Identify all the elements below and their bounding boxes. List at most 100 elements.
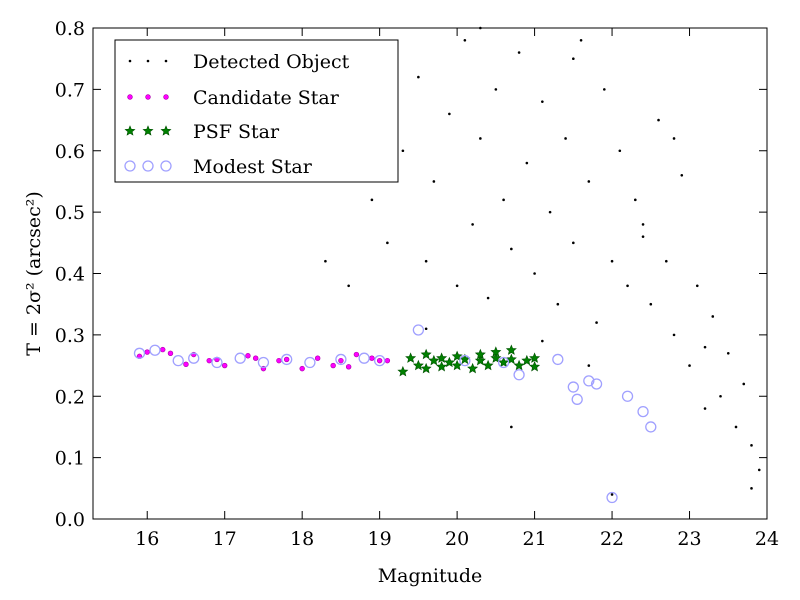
legend-label: Detected Object: [193, 51, 350, 73]
psf-star-point: [529, 352, 541, 363]
detected-object-point: [750, 444, 753, 447]
legend-label: Modest Star: [193, 156, 313, 178]
candidate-star-point: [369, 355, 375, 361]
detected-object-point: [370, 198, 374, 202]
detected-object-point: [533, 272, 536, 275]
psf-star-point: [521, 354, 533, 366]
x-tick-label: 17: [213, 528, 237, 550]
modest-star-point: [133, 347, 146, 359]
detected-object-point: [347, 284, 350, 288]
psf-star-point: [474, 348, 486, 360]
detected-object-point: [510, 247, 513, 251]
modest-star-point: [172, 355, 184, 367]
detected-object-point: [486, 296, 490, 300]
detected-object-point: [618, 149, 622, 153]
modest-star-point: [497, 356, 510, 369]
detected-object-point: [680, 174, 684, 177]
legend-marker: [128, 59, 132, 63]
modest-star-point: [459, 355, 471, 367]
candidate-star-point: [252, 355, 259, 361]
psf-star-point: [405, 352, 417, 363]
y-tick-label: 0.1: [55, 448, 85, 470]
detected-object-point: [587, 180, 591, 183]
psf-star-points: [397, 344, 541, 377]
detected-object-point: [672, 333, 676, 337]
x-axis-ticks: 16 17 18 19 20 21 22 23 24: [135, 28, 779, 550]
y-tick-label: 0.4: [55, 264, 85, 286]
x-tick-label: 23: [677, 528, 701, 550]
modest-star-point: [234, 352, 246, 364]
detected-object-point: [455, 284, 459, 288]
modest-star-point: [373, 355, 386, 367]
detected-object-point: [610, 493, 614, 496]
candidate-star-point: [345, 364, 352, 370]
legend-marker: [160, 160, 172, 172]
legend-marker: [142, 160, 154, 172]
detected-object-point: [324, 259, 327, 263]
detected-object-point: [641, 235, 645, 238]
y-tick-label: 0.7: [55, 79, 85, 101]
modest-star-point: [567, 381, 579, 393]
detected-object-points: [324, 26, 761, 496]
detected-object-point: [548, 210, 552, 214]
legend-item-detected-object: Detected Object: [128, 51, 350, 73]
modest-star-point: [188, 352, 200, 364]
legend-marker: [124, 160, 136, 172]
modest-star-point: [621, 390, 634, 402]
detected-object-point: [726, 351, 730, 355]
psf-star-point: [482, 359, 494, 371]
modest-star-point: [571, 393, 583, 405]
detected-object-point: [541, 100, 544, 103]
detected-object-point: [471, 223, 474, 226]
detected-object-point: [424, 327, 428, 331]
detected-object-point: [742, 382, 746, 386]
candidate-star-point: [222, 362, 228, 369]
detected-object-point: [448, 112, 451, 116]
modest-star-point: [590, 378, 603, 390]
psf-star-point: [443, 356, 455, 368]
candidate-star-point: [338, 357, 344, 364]
modest-star-point: [281, 353, 293, 366]
candidate-star-point: [330, 362, 336, 369]
x-tick-label: 19: [368, 528, 392, 550]
detected-object-point: [641, 223, 645, 226]
detected-object-point: [494, 88, 498, 91]
detected-object-point: [695, 284, 699, 288]
modest-star-point: [513, 369, 525, 381]
candidate-star-points: [136, 346, 391, 372]
legend-box: [114, 39, 399, 183]
legend-marker: [127, 94, 133, 100]
detected-object-point: [525, 161, 529, 165]
legend-marker: [163, 94, 169, 100]
modest-star-point: [257, 356, 270, 369]
detected-object-point: [572, 57, 575, 60]
candidate-star-point: [144, 349, 150, 355]
x-axis-label: Magnitude: [378, 565, 483, 587]
x-tick-label: 20: [445, 528, 469, 550]
modest-star-point: [412, 324, 425, 336]
y-tick-label: 0.8: [55, 18, 85, 40]
psf-star-point: [529, 361, 541, 372]
detected-object-point: [401, 149, 405, 153]
psf-star-point: [467, 362, 479, 374]
candidate-star-point: [206, 357, 212, 364]
legend: Detected Object Candidate Star PSF Star Mod…: [114, 39, 399, 183]
legend-marker: [142, 125, 154, 136]
candidate-star-point: [245, 353, 251, 359]
candidate-star-point: [314, 355, 321, 361]
candidate-star-point: [167, 350, 174, 356]
legend-label: Candidate Star: [193, 87, 340, 109]
detected-object-point: [502, 198, 505, 202]
detected-object-point: [626, 284, 629, 288]
psf-star-point: [420, 362, 432, 374]
candidate-star-point: [160, 346, 166, 353]
detected-object-point: [417, 75, 420, 79]
detected-object-point: [664, 259, 668, 263]
psf-star-point: [451, 350, 463, 362]
x-tick-label: 16: [135, 528, 159, 550]
detected-object-point: [386, 241, 389, 245]
candidate-star-point: [283, 356, 290, 363]
y-tick-label: 0.6: [55, 141, 85, 163]
candidate-star-point: [276, 357, 282, 364]
